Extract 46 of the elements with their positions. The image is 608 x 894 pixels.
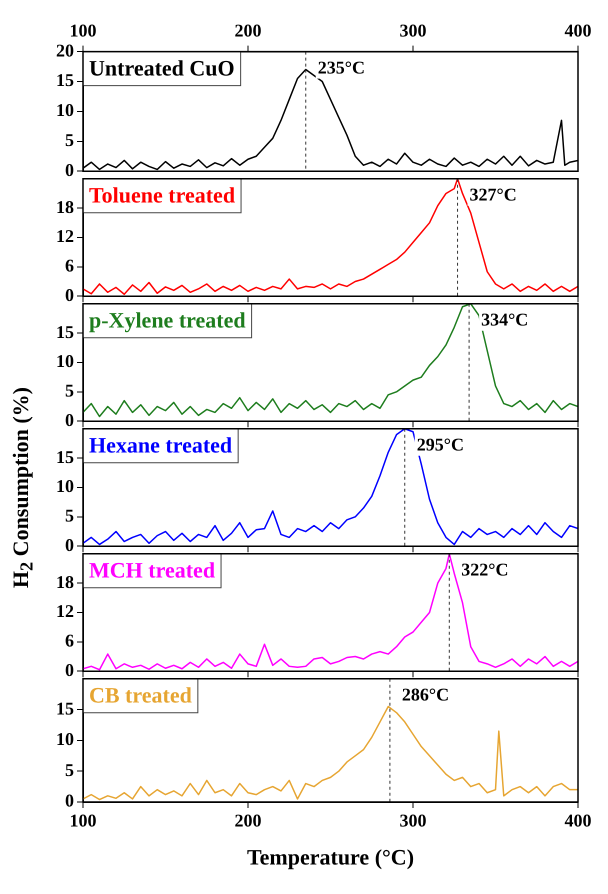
y-tick-label: 20 — [56, 40, 74, 60]
chart-title: Untreated CuO — [89, 55, 235, 80]
ref-line-label: 334°C — [481, 309, 528, 330]
y-tick-label: 0 — [65, 284, 74, 305]
ref-line-label: 235°C — [318, 57, 365, 78]
y-tick-label: 15 — [56, 70, 74, 90]
y-tick-label: 0 — [65, 660, 74, 680]
ref-line-label: 295°C — [416, 434, 464, 454]
y-tick-label: 12 — [56, 226, 74, 246]
x-tick-label: 100 — [70, 810, 96, 830]
x-tick-label: 100 — [70, 20, 96, 40]
y-tick-label: 5 — [65, 130, 74, 150]
y-tick-label: 5 — [65, 760, 74, 780]
y-tick-label: 15 — [56, 698, 74, 718]
chart-title: MCH treated — [89, 557, 216, 582]
y-tick-label: 18 — [56, 572, 74, 592]
x-tick-label: 200 — [234, 20, 262, 40]
chart-title: Hexane treated — [89, 432, 232, 458]
y-tick-label: 0 — [65, 160, 74, 180]
y-tick-label: 10 — [56, 729, 74, 750]
y-tick-label: 6 — [65, 256, 74, 276]
x-tick-label: 400 — [564, 20, 592, 40]
y-tick-label: 5 — [65, 506, 74, 526]
y-tick-label: 10 — [56, 476, 74, 496]
y-tick-label: 5 — [65, 380, 74, 401]
chart-title: CB treated — [89, 682, 192, 708]
x-tick-label: 300 — [400, 20, 426, 40]
x-tick-label: 300 — [400, 810, 426, 830]
y-tick-label: 0 — [65, 534, 74, 555]
y-tick-label: 10 — [56, 100, 74, 120]
ref-line-label: 322°C — [461, 559, 509, 580]
chart-title: Toluene treated — [89, 182, 236, 208]
y-tick-label: 18 — [56, 196, 74, 217]
y-tick-label: 0 — [65, 790, 74, 811]
y-tick-label: 15 — [56, 322, 74, 342]
ref-line-label: 327°C — [470, 184, 517, 204]
y-tick-label: 10 — [56, 351, 74, 372]
y-tick-label: 15 — [56, 446, 74, 467]
y-tick-label: 6 — [65, 630, 74, 651]
x-axis-title: Temperature (°C) — [246, 844, 414, 870]
chart-title: p-Xylene treated — [89, 307, 246, 332]
x-tick-label: 400 — [564, 810, 592, 830]
x-tick-label: 200 — [234, 810, 262, 830]
y-tick-label: 0 — [65, 410, 74, 430]
ref-line-label: 286°C — [402, 684, 450, 704]
y-tick-label: 12 — [56, 601, 74, 622]
